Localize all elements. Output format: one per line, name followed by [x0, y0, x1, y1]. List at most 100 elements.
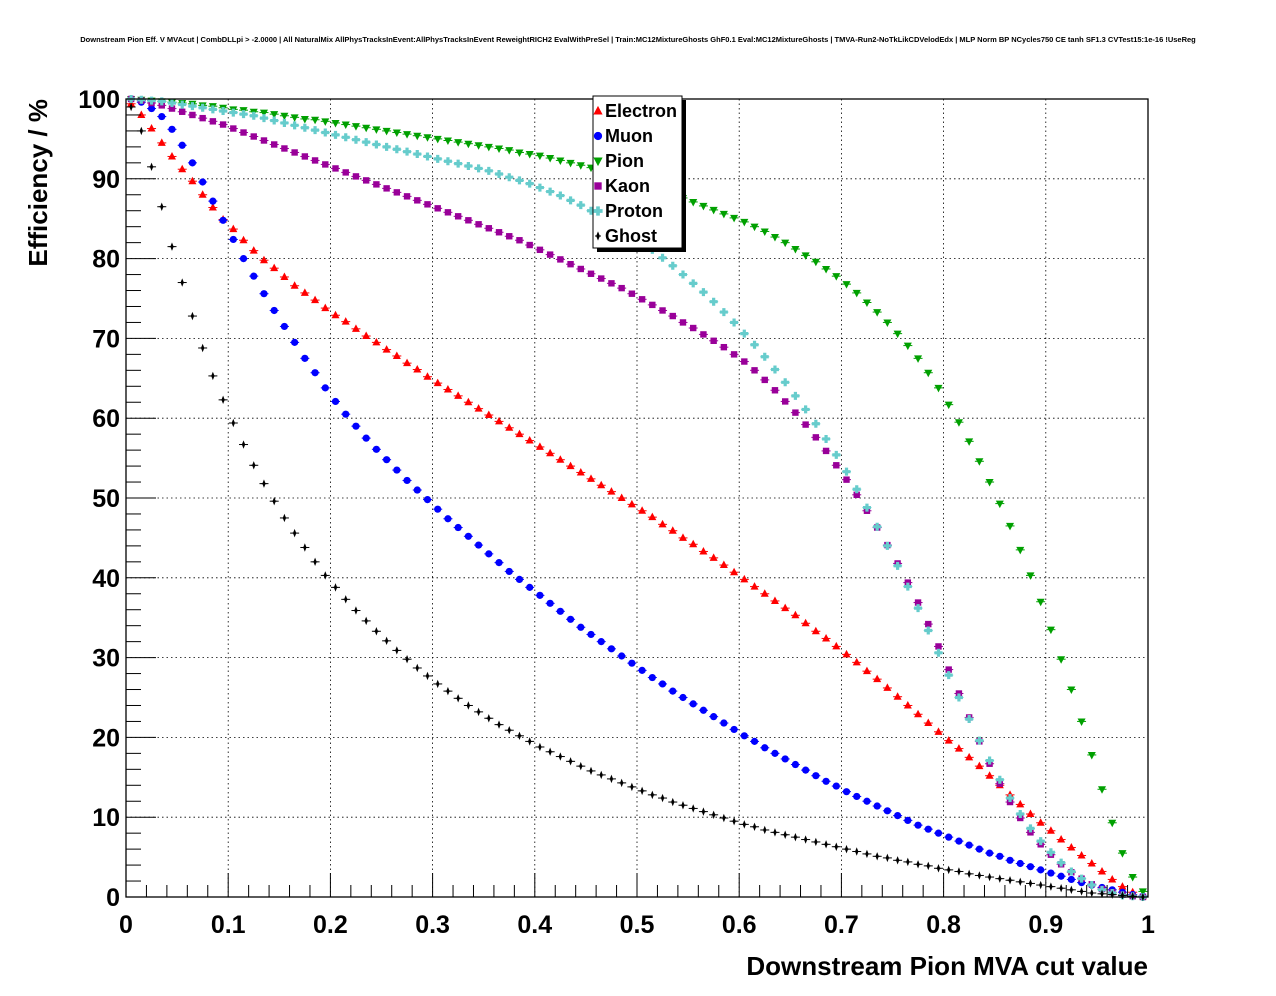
data-point [209, 197, 217, 205]
data-point [915, 860, 921, 869]
data-point [925, 861, 931, 871]
y-tick-label: 60 [92, 405, 120, 433]
data-point [300, 115, 309, 124]
data-point [832, 273, 841, 281]
data-point [934, 829, 943, 837]
data-point [372, 140, 381, 149]
data-point [628, 659, 636, 667]
data-point [434, 205, 441, 212]
data-point [761, 376, 768, 384]
data-point [506, 233, 513, 240]
data-point [862, 666, 871, 675]
data-point [423, 495, 432, 504]
data-point [331, 119, 340, 128]
data-point [802, 766, 810, 774]
data-point [639, 786, 645, 796]
data-point [382, 127, 391, 136]
data-point [1130, 891, 1136, 901]
data-point [424, 671, 431, 681]
data-point [689, 198, 698, 207]
data-point [873, 802, 881, 810]
data-point [669, 687, 677, 695]
y-tick-label: 80 [92, 246, 120, 274]
legend: Electron Muon Pion Kaon Proton Ghost [592, 95, 686, 252]
data-point [597, 638, 605, 646]
data-point [781, 398, 789, 405]
data-point [413, 365, 422, 373]
data-point [1037, 866, 1045, 874]
data-point [433, 154, 442, 163]
data-point [352, 173, 360, 180]
x-tick-label: 0.5 [620, 911, 655, 939]
data-point [883, 319, 892, 327]
legend-marker [594, 182, 602, 190]
data-point [486, 714, 492, 723]
x-tick-label: 0.2 [313, 911, 348, 939]
data-point [1067, 867, 1076, 876]
data-point [925, 620, 932, 628]
data-point [505, 423, 514, 431]
data-point [811, 419, 820, 428]
data-point [1007, 876, 1013, 885]
data-point [178, 141, 186, 149]
data-point [720, 719, 728, 727]
data-point [669, 312, 676, 320]
data-point [731, 816, 737, 826]
data-point [770, 596, 779, 604]
data-point [250, 272, 258, 280]
data-point [443, 384, 452, 393]
data-point [781, 755, 789, 763]
y-tick-label: 30 [92, 645, 120, 673]
data-point [679, 319, 687, 326]
data-point [546, 448, 555, 457]
data-point [454, 523, 462, 532]
data-point [515, 176, 524, 185]
data-point [188, 176, 197, 185]
data-point [852, 289, 861, 298]
data-point [934, 384, 943, 393]
data-point [740, 574, 749, 583]
data-point [1026, 863, 1035, 871]
data-point [404, 654, 410, 664]
legend-label: Muon [605, 126, 653, 146]
data-point [975, 736, 984, 745]
data-point [443, 137, 452, 145]
data-point [239, 235, 248, 244]
data-point [239, 255, 248, 263]
data-point [525, 151, 534, 159]
data-point [475, 707, 482, 717]
data-point [567, 757, 574, 766]
data-point [331, 130, 340, 139]
data-point [423, 134, 432, 142]
data-point [535, 183, 544, 192]
data-point [1098, 866, 1107, 875]
data-point [148, 162, 155, 172]
data-point [261, 479, 267, 488]
data-point [311, 295, 320, 304]
data-point [281, 513, 288, 523]
data-point [1119, 891, 1126, 900]
legend-entry-pion: Pion [593, 151, 644, 171]
data-point [791, 760, 800, 769]
data-point [332, 583, 339, 592]
data-point [301, 153, 309, 160]
data-point [474, 142, 483, 150]
data-point [823, 840, 829, 849]
data-point [781, 603, 790, 612]
data-point [720, 343, 728, 351]
legend-entry-ghost: Ghost [595, 226, 657, 246]
data-point [689, 279, 698, 288]
data-point [762, 825, 768, 835]
data-point [353, 606, 359, 615]
data-point [270, 116, 279, 125]
data-point [771, 749, 779, 757]
data-point [679, 693, 687, 702]
data-point [556, 607, 564, 615]
data-point [496, 720, 502, 729]
data-point [853, 792, 861, 801]
data-point [608, 280, 615, 287]
data-point [862, 503, 871, 512]
data-point [699, 546, 708, 555]
series-muon [126, 95, 1148, 900]
data-point [188, 102, 197, 111]
